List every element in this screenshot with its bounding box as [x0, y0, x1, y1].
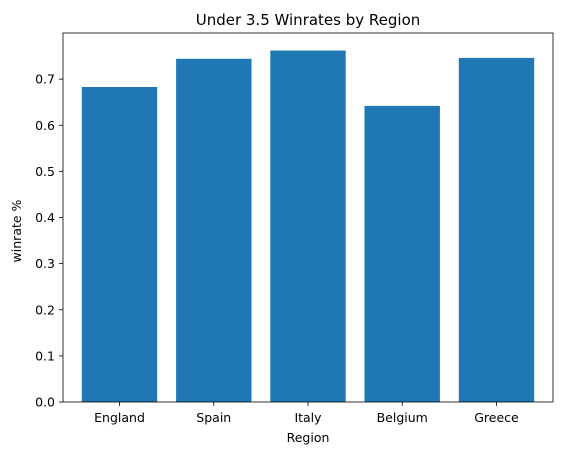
x-tick-label: Spain: [196, 410, 231, 425]
x-axis-label: Region: [287, 430, 330, 445]
plot-area: [62, 32, 554, 403]
y-tick-label: 0.0: [35, 395, 55, 410]
y-axis-label: winrate %: [9, 199, 24, 262]
y-tick-label: 0.4: [35, 210, 55, 225]
chart-title: Under 3.5 Winrates by Region: [196, 11, 421, 29]
bar-belgium: [364, 105, 440, 403]
bar-greece: [458, 57, 535, 403]
y-tick-label: 0.6: [35, 118, 55, 133]
bar-england: [81, 87, 158, 402]
x-tick-label: Italy: [294, 410, 322, 425]
y-tick-label: 0.2: [35, 302, 55, 317]
bar-italy: [270, 50, 346, 402]
bar-spain: [176, 58, 252, 403]
y-axis: 0.0 0.1 0.2 0.3 0.4 0.5 0.6 0.7: [35, 72, 63, 410]
y-tick-label: 0.7: [35, 72, 55, 87]
y-tick-label: 0.5: [35, 164, 55, 179]
x-axis: England Spain Italy Belgium Greece: [94, 402, 519, 425]
x-tick-label: England: [94, 410, 145, 425]
y-tick-label: 0.1: [35, 348, 55, 363]
x-tick-label: Belgium: [377, 410, 428, 425]
x-tick-label: Greece: [474, 410, 519, 425]
y-tick-label: 0.3: [35, 256, 55, 271]
